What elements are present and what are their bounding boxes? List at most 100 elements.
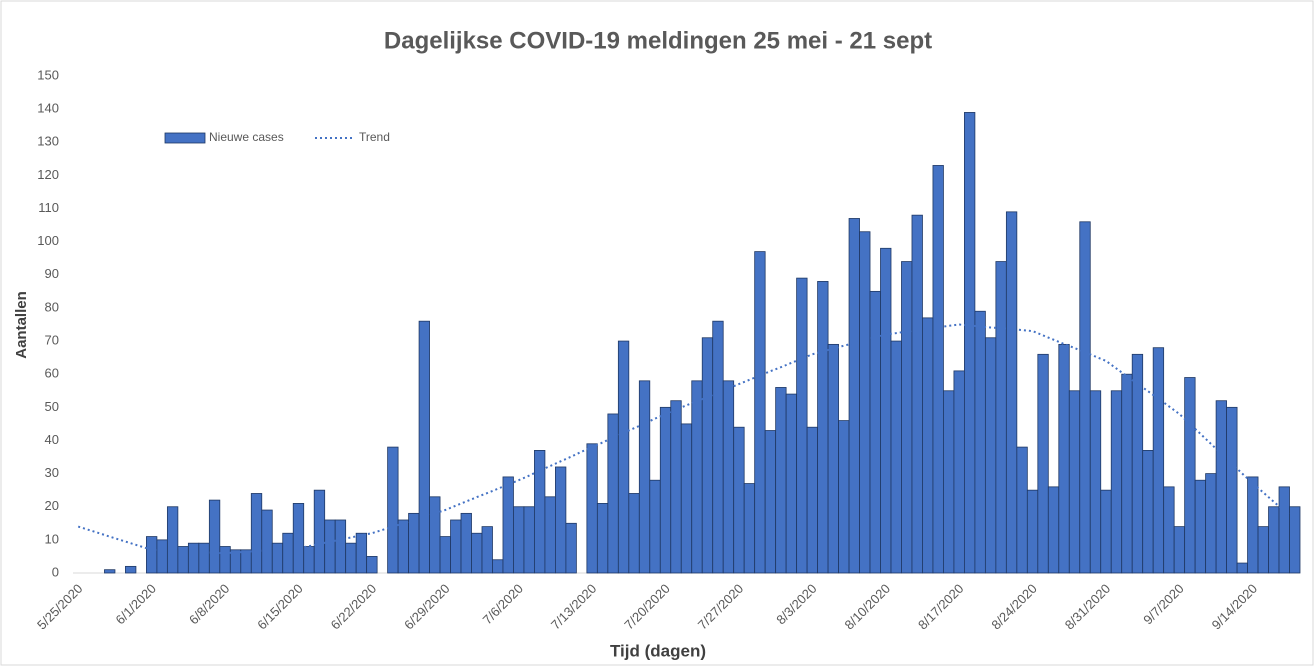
bar bbox=[240, 549, 252, 574]
bar bbox=[303, 546, 315, 574]
y-tick-label: 110 bbox=[38, 200, 59, 215]
bar bbox=[827, 343, 839, 574]
bar bbox=[250, 493, 263, 574]
bar bbox=[984, 337, 997, 574]
bar bbox=[502, 476, 514, 574]
bar bbox=[691, 380, 703, 574]
y-tick-label: 80 bbox=[45, 299, 59, 314]
bar bbox=[104, 569, 116, 574]
bar bbox=[177, 546, 189, 574]
bar bbox=[1226, 406, 1238, 574]
bar bbox=[271, 542, 284, 574]
bar bbox=[397, 519, 409, 574]
bar bbox=[743, 483, 756, 574]
bar bbox=[492, 559, 504, 574]
bar bbox=[355, 532, 368, 574]
chart-title: Dagelijkse COVID-19 meldingen 25 mei - 2… bbox=[384, 27, 932, 54]
bar bbox=[313, 489, 326, 574]
bar bbox=[806, 426, 818, 574]
bar bbox=[880, 247, 892, 574]
bar bbox=[670, 400, 682, 574]
bar bbox=[764, 430, 777, 574]
y-tick-label: 50 bbox=[45, 399, 59, 414]
bar bbox=[1110, 390, 1123, 574]
y-tick-label: 10 bbox=[45, 531, 59, 546]
bar bbox=[1026, 489, 1039, 574]
bar bbox=[208, 499, 221, 574]
bar bbox=[628, 493, 640, 574]
bar bbox=[450, 519, 462, 574]
bar bbox=[1184, 377, 1196, 574]
bar bbox=[974, 310, 986, 574]
legend-label: Nieuwe cases bbox=[209, 130, 284, 144]
bar bbox=[292, 503, 305, 574]
bar bbox=[429, 496, 441, 574]
bar bbox=[817, 281, 829, 574]
bar bbox=[408, 512, 420, 574]
bar bbox=[282, 532, 294, 574]
bar bbox=[1268, 506, 1280, 574]
bar bbox=[596, 503, 609, 574]
bar bbox=[544, 496, 556, 574]
bar bbox=[1236, 562, 1248, 574]
bar bbox=[890, 340, 902, 574]
bar bbox=[125, 565, 137, 574]
bar bbox=[534, 450, 546, 574]
bar bbox=[460, 512, 472, 574]
y-tick-label: 20 bbox=[45, 498, 59, 513]
bar bbox=[387, 446, 399, 574]
bar bbox=[1100, 489, 1112, 574]
y-tick-label: 100 bbox=[37, 233, 59, 248]
y-tick-label: 0 bbox=[52, 564, 59, 579]
y-tick-label: 140 bbox=[37, 101, 59, 116]
bar bbox=[1173, 526, 1186, 574]
bar bbox=[911, 214, 923, 574]
x-axis-label: Tijd (dagen) bbox=[610, 641, 706, 660]
bar bbox=[848, 218, 860, 574]
bar bbox=[922, 317, 934, 574]
y-tick-label: 60 bbox=[45, 366, 59, 381]
bar bbox=[334, 519, 347, 574]
bar bbox=[345, 542, 357, 574]
bar bbox=[838, 420, 850, 574]
bar bbox=[701, 337, 714, 574]
bar bbox=[1257, 526, 1269, 574]
bar bbox=[166, 506, 179, 574]
bar bbox=[733, 426, 745, 574]
bar bbox=[1289, 506, 1301, 574]
bar bbox=[785, 393, 798, 574]
bar bbox=[1163, 486, 1175, 574]
bar bbox=[796, 277, 808, 574]
legend-swatch bbox=[164, 132, 206, 144]
y-tick-label: 120 bbox=[37, 167, 59, 182]
bar bbox=[649, 479, 661, 574]
bar bbox=[1121, 373, 1133, 574]
trend-line bbox=[77, 323, 1296, 555]
bar bbox=[219, 546, 231, 574]
y-tick-label: 30 bbox=[45, 465, 59, 480]
legend-label: Trend bbox=[359, 130, 390, 144]
bar bbox=[901, 261, 913, 574]
y-tick-label: 130 bbox=[37, 134, 59, 149]
bar bbox=[1247, 476, 1259, 574]
bar bbox=[1047, 486, 1060, 574]
bar bbox=[775, 387, 787, 574]
bar bbox=[1037, 353, 1049, 574]
bar bbox=[1089, 390, 1102, 574]
bar bbox=[523, 506, 535, 574]
bar bbox=[481, 526, 493, 574]
bar bbox=[366, 556, 378, 574]
bar bbox=[617, 340, 630, 574]
bar bbox=[187, 542, 200, 574]
bar bbox=[1079, 221, 1091, 574]
bar bbox=[995, 261, 1007, 574]
y-tick-label: 90 bbox=[45, 266, 59, 281]
bar bbox=[869, 290, 881, 574]
y-tick-label: 150 bbox=[37, 67, 59, 82]
bar bbox=[1005, 211, 1018, 574]
bar bbox=[859, 231, 871, 574]
bar bbox=[565, 522, 577, 574]
bar bbox=[1194, 479, 1207, 574]
bar bbox=[1016, 446, 1028, 574]
